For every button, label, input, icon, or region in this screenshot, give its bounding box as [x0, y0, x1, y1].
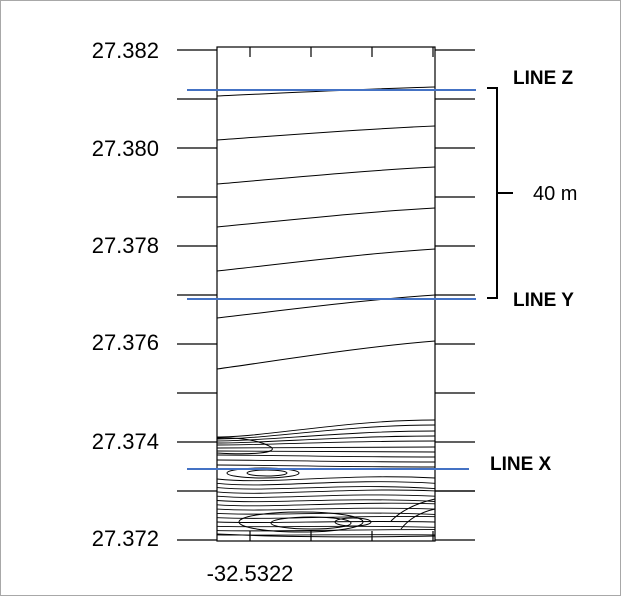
contour-line [217, 521, 435, 522]
contour-line [271, 517, 351, 529]
y-tick-label: 27.380 [92, 136, 159, 161]
contour-line [217, 167, 435, 184]
y-axis: 27.382 27.380 27.378 27.376 27.374 27.37… [92, 38, 159, 551]
contour-line [217, 503, 435, 506]
contour-line [217, 208, 435, 227]
y-tick-label: 27.378 [92, 233, 159, 258]
y-tick-label: 27.374 [92, 429, 159, 454]
line-z-label: LINE Z [513, 68, 574, 89]
distance-label: 40 m [533, 183, 577, 205]
contour-line [217, 455, 435, 457]
line-y-label: LINE Y [513, 290, 574, 311]
contour-line [217, 341, 435, 369]
contour-line [217, 490, 435, 493]
profile-lines [187, 90, 476, 469]
contour-line [217, 87, 435, 96]
contour-line [217, 460, 435, 462]
contour-line [217, 447, 435, 448]
contour-line [217, 500, 435, 502]
y-tick-label: 27.372 [92, 526, 159, 551]
contour-line [217, 487, 435, 490]
contour-line [217, 495, 435, 498]
contour-line [217, 126, 435, 140]
contour-line [217, 420, 435, 437]
contour-line [217, 508, 435, 510]
contour-line [217, 451, 435, 452]
x-tick-label: -32.5322 [207, 561, 294, 586]
contour-line [217, 465, 435, 467]
contour-line [217, 441, 435, 445]
line-x-label: LINE X [490, 454, 552, 475]
y-tick-label: 27.382 [92, 38, 159, 63]
y-tick-label: 27.376 [92, 330, 159, 355]
contour-line [217, 249, 435, 271]
contour-line [247, 470, 287, 476]
distance-bracket [487, 88, 513, 298]
contour-line [217, 482, 435, 485]
